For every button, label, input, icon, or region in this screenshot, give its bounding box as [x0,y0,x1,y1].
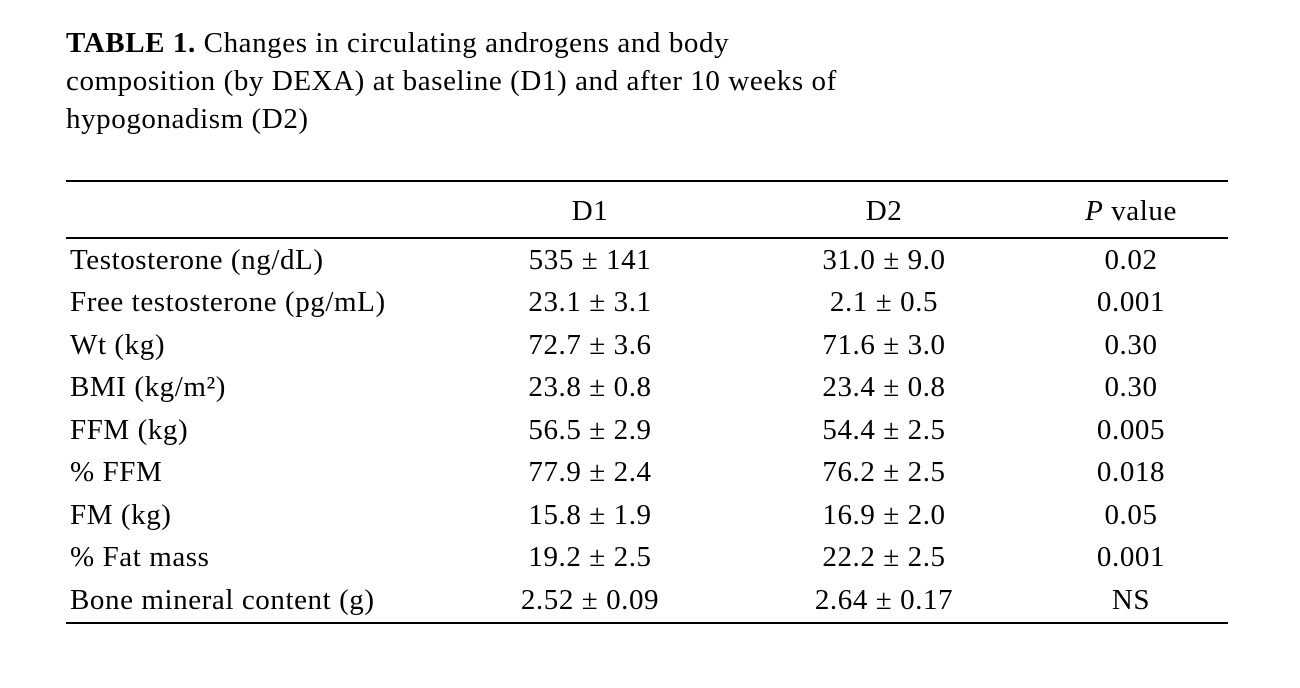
d1-value: 2.52 ± 0.09 [520,583,660,616]
row-label: % FFM [70,456,163,489]
p-value: 0.05 [1104,498,1158,531]
table-row: FFM (kg) 56.5 ± 2.9 54.4 ± 2.5 0.005 [66,409,1228,452]
row-label: BMI (kg/m²) [70,371,227,404]
p-value: 0.30 [1104,328,1158,361]
p-value: 0.30 [1104,371,1158,404]
p-value: NS [1111,583,1151,616]
p-value-word: value [1103,195,1177,227]
d1-value: 23.1 ± 3.1 [528,286,652,319]
table-row: % Fat mass 19.2 ± 2.5 22.2 ± 2.5 0.001 [66,537,1228,580]
row-label: % Fat mass [70,541,210,574]
table-number: TABLE 1. [66,27,196,59]
d2-value: 71.6 ± 3.0 [822,328,946,361]
row-label: Wt (kg) [70,328,166,361]
table-row: Free testosterone (pg/mL) 23.1 ± 3.1 2.1… [66,282,1228,325]
col-header-d1: D1 [571,195,609,227]
caption-text-1: Changes in circulating androgens and bod… [195,27,730,59]
p-value: 0.001 [1096,286,1166,319]
document-page: TABLE 1. Changes in circulating androgen… [66,24,1228,624]
col-header-p-value: P value [1034,195,1228,228]
table-rule-bottom [66,621,1228,624]
p-value: 0.018 [1096,456,1166,489]
row-label: Bone mineral content (g) [70,583,375,616]
p-value: 0.001 [1096,541,1166,574]
row-label: FFM (kg) [70,413,189,446]
d2-value: 2.1 ± 0.5 [829,286,939,319]
caption-line-2: composition (by DEXA) at baseline (D1) a… [66,65,837,97]
d2-value: 54.4 ± 2.5 [822,413,946,446]
d2-value: 22.2 ± 2.5 [822,541,946,574]
p-value: 0.02 [1104,243,1158,276]
d1-value: 15.8 ± 1.9 [528,498,652,531]
table-rule-top [66,180,1228,182]
d1-value: 56.5 ± 2.9 [528,413,652,446]
row-label: FM (kg) [70,498,172,531]
d1-value: 72.7 ± 3.6 [528,328,652,361]
d2-value: 2.64 ± 0.17 [814,583,954,616]
row-label: Testosterone (ng/dL) [70,243,324,276]
d1-value: 19.2 ± 2.5 [528,541,652,574]
d1-value: 77.9 ± 2.4 [528,456,652,489]
caption-line-3: hypogonadism (D2) [66,103,309,135]
d2-value: 76.2 ± 2.5 [822,456,946,489]
table-header-row: D1 D2 P value [66,182,1228,237]
table-row: Wt (kg) 72.7 ± 3.6 71.6 ± 3.0 0.30 [66,324,1228,367]
d2-value: 31.0 ± 9.0 [822,243,946,276]
d2-value: 23.4 ± 0.8 [822,371,946,404]
table-caption: TABLE 1. Changes in circulating androgen… [66,24,1196,138]
row-label: Free testosterone (pg/mL) [70,286,386,319]
table-row: Testosterone (ng/dL) 535 ± 141 31.0 ± 9.… [66,239,1228,282]
p-value: 0.005 [1096,413,1166,446]
table-row: Bone mineral content (g) 2.52 ± 0.09 2.6… [66,579,1228,622]
p-symbol: P [1085,195,1104,227]
d1-value: 535 ± 141 [528,243,652,276]
data-table: D1 D2 P value Testosterone (ng/dL) 535 ±… [66,180,1228,624]
table-rule-header [66,237,1228,239]
d1-value: 23.8 ± 0.8 [528,371,652,404]
caption-line-1: TABLE 1. Changes in circulating androgen… [66,24,1196,62]
table-row: FM (kg) 15.8 ± 1.9 16.9 ± 2.0 0.05 [66,494,1228,537]
col-header-d2: D2 [865,195,903,227]
d2-value: 16.9 ± 2.0 [822,498,946,531]
table-row: BMI (kg/m²) 23.8 ± 0.8 23.4 ± 0.8 0.30 [66,367,1228,410]
table-row: % FFM 77.9 ± 2.4 76.2 ± 2.5 0.018 [66,452,1228,495]
